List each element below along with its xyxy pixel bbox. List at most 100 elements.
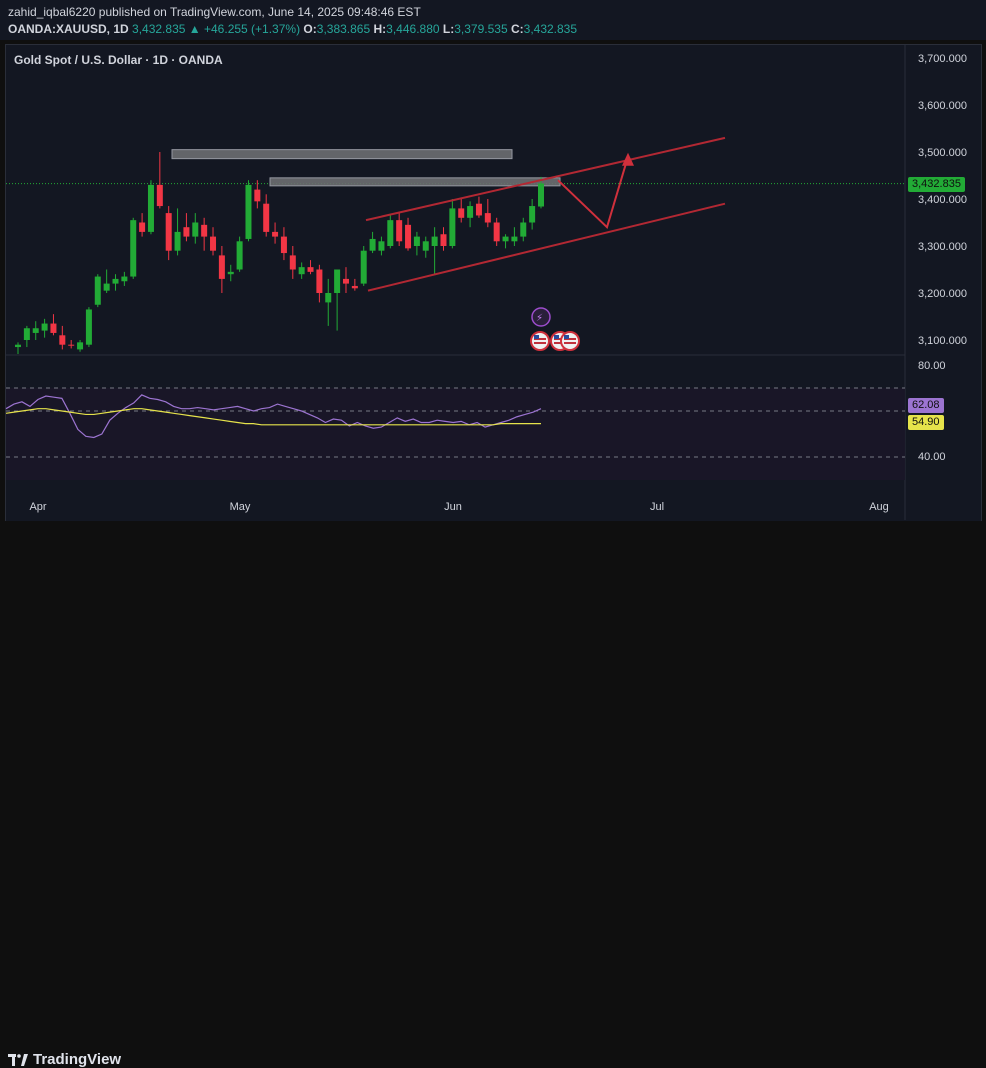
candle-body <box>254 189 261 202</box>
candle-body <box>405 224 412 249</box>
candle-body <box>94 276 101 305</box>
tradingview-logo[interactable]: TradingView <box>8 1051 121 1068</box>
symbol-label: OANDA:XAUUSD, 1D <box>8 22 129 36</box>
candle-body <box>334 269 341 293</box>
channel-upper-line <box>365 136 726 222</box>
candle-body <box>32 328 39 333</box>
ohlc-line: OANDA:XAUUSD, 1D 3,432.835 ▲ +46.255 (+1… <box>8 22 577 36</box>
candle-body <box>112 278 119 284</box>
candle-body <box>227 271 234 275</box>
candle-body <box>449 208 456 246</box>
last-price: 3,432.835 <box>132 22 186 36</box>
us-flag-canton <box>554 335 559 339</box>
candle-body <box>298 267 305 275</box>
candle-body <box>174 231 181 251</box>
candle-body <box>342 278 349 284</box>
flash-event-icon <box>531 307 551 327</box>
change-value: +46.255 (+1.37%) <box>204 22 301 36</box>
resistance-zone <box>171 149 513 160</box>
tradingview-logo-icon <box>8 1053 28 1066</box>
candle-body <box>440 234 447 246</box>
close-value: 3,432.835 <box>523 22 578 36</box>
projection-path <box>557 156 629 230</box>
candle-body <box>431 236 438 246</box>
rsi-ma-line <box>5 408 541 426</box>
candle-body <box>15 344 21 348</box>
price-axis-tick: 3,500.000 <box>918 147 967 159</box>
candle-body <box>103 283 110 291</box>
rsi-ma-tag: 54.90 <box>908 415 944 430</box>
price-axis-tick: 3,100.000 <box>918 335 967 347</box>
series-legend: Gold Spot / U.S. Dollar · 1D · OANDA <box>14 53 223 67</box>
time-axis-label: Aug <box>869 501 889 513</box>
high-label: H: <box>373 22 387 36</box>
candle-body <box>41 323 48 331</box>
price-axis-tick: 3,400.000 <box>918 194 967 206</box>
price-axis-tick: 3,700.000 <box>918 53 967 65</box>
close-label: C: <box>510 22 524 36</box>
candle-body <box>511 236 518 242</box>
time-axis-label: Apr <box>29 501 46 513</box>
high-value: 3,446.880 <box>386 22 440 36</box>
candle-body <box>77 342 84 350</box>
candle-body <box>201 224 208 237</box>
rsi-band <box>6 388 905 480</box>
chart-canvas[interactable]: ⚡ 3,700.000 3,600.000 3,500.000 3,400.000 3,… <box>0 0 986 557</box>
low-label: L: <box>442 22 455 36</box>
candle-body <box>396 220 403 242</box>
candle-body <box>23 328 30 340</box>
rsi-axis-tick: 80.00 <box>918 360 946 372</box>
us-flag-stripe <box>564 342 576 344</box>
candle-body <box>351 285 358 289</box>
candle-body <box>307 267 314 272</box>
candle-body <box>538 183 544 207</box>
projection-arrow-icon <box>622 152 634 166</box>
rsi-axis-tick: 40.00 <box>918 451 946 463</box>
candle-body <box>484 213 491 223</box>
us-flag-event-icon <box>530 331 550 351</box>
candle-body <box>529 206 536 223</box>
us-flag-canton <box>564 335 569 339</box>
us-flag-stripe <box>564 338 576 340</box>
brand-name: TradingView <box>33 1051 122 1068</box>
candle-body <box>50 323 57 333</box>
low-value: 3,379.535 <box>454 22 508 36</box>
candle-body <box>218 255 225 279</box>
candle-body <box>458 208 465 218</box>
published-text: published on TradingView.com, June 14, 2… <box>98 5 421 19</box>
candle-body <box>280 236 287 254</box>
price-axis-tick: 3,300.000 <box>918 241 967 253</box>
us-flag-stripe <box>554 342 566 344</box>
candle-body <box>183 227 190 237</box>
author-name[interactable]: zahid_iqbal6220 <box>8 5 96 19</box>
candle-body <box>493 222 500 242</box>
candle-body <box>387 220 394 246</box>
price-axis-tick: 3,200.000 <box>918 288 967 300</box>
flash-event-glyph: ⚡ <box>536 313 543 324</box>
candle-body <box>245 184 252 239</box>
us-flag-stripe <box>554 338 566 340</box>
candle-body <box>316 269 323 293</box>
us-flag-stripe <box>534 338 546 340</box>
candle-body <box>289 255 296 270</box>
candle-body <box>520 222 527 237</box>
candle-body <box>263 203 270 232</box>
candle-body <box>360 250 367 284</box>
candle-body <box>156 184 163 207</box>
up-arrow-icon: ▲ <box>188 22 201 36</box>
rsi-value-tag: 62.08 <box>908 398 944 413</box>
candle-body <box>369 238 376 251</box>
rsi-line <box>5 394 542 439</box>
footer: TradingView <box>0 521 986 1068</box>
candle-body <box>475 203 482 216</box>
candle-body <box>121 276 128 282</box>
channel-lower-line <box>367 202 726 292</box>
time-axis-label: May <box>230 501 251 513</box>
price-axis-tick: 3,600.000 <box>918 100 967 112</box>
candle-body <box>210 236 217 251</box>
candle-body <box>422 241 429 251</box>
time-axis-label: Jun <box>444 501 462 513</box>
candle-body <box>68 344 75 346</box>
publish-line: zahid_iqbal6220 published on TradingView… <box>8 5 421 19</box>
us-flag-stripe <box>534 342 546 344</box>
